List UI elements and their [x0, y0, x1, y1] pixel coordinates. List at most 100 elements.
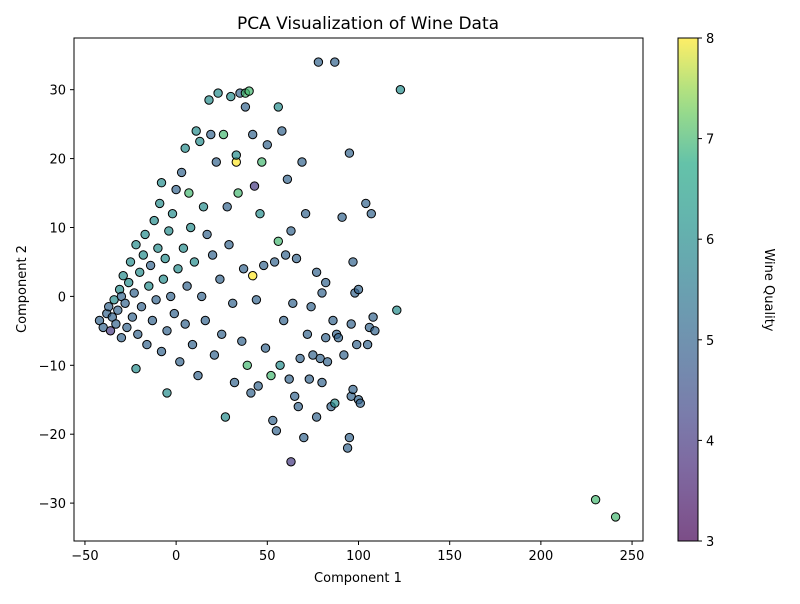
scatter-point	[311, 412, 322, 422]
scatter-point	[368, 312, 378, 322]
scatter-point	[317, 377, 327, 388]
scatter-point	[297, 157, 307, 167]
scatter-point	[158, 274, 169, 284]
scatter-point	[209, 350, 220, 360]
scatter-point	[160, 253, 170, 264]
scatter-point	[116, 333, 127, 343]
scatter-point	[233, 188, 243, 198]
scatter-point	[311, 267, 322, 277]
scatter-point	[348, 257, 358, 267]
scatter-point	[138, 250, 149, 260]
chart-title: PCA Visualization of Wine Data	[237, 14, 499, 34]
scatter-point	[255, 209, 265, 219]
scatter-point	[222, 202, 232, 212]
scatter-point	[269, 257, 280, 267]
scatter-point	[167, 209, 178, 219]
scatter-point	[144, 281, 154, 291]
scatter-point	[306, 302, 316, 312]
scatter-point	[155, 198, 165, 209]
scatter-point	[392, 305, 402, 315]
scatter-point	[370, 326, 380, 336]
scatter-point	[226, 91, 236, 102]
scatter-point	[313, 57, 324, 67]
y-tick-label: −30	[39, 497, 66, 512]
scatter-point	[286, 457, 296, 467]
scatter-point	[124, 277, 134, 288]
scatter-point	[344, 148, 355, 158]
scatter-point	[176, 167, 187, 178]
colorbar-label: Wine Quality	[761, 248, 776, 331]
scatter-point	[271, 426, 282, 436]
scatter-point	[610, 512, 621, 522]
y-axis-label: Component 2	[15, 245, 30, 333]
scatter-point	[240, 102, 251, 112]
scatter-point	[253, 381, 263, 391]
scatter-point	[211, 157, 222, 167]
axes: −50 0 50 100 150 200 250 −30 −20 −10 0 10 20 30	[39, 37, 644, 564]
scatter-point	[361, 198, 371, 209]
scatter-point	[131, 240, 141, 250]
scatter-point	[153, 243, 163, 253]
scatter-point	[220, 412, 231, 422]
scatter-point	[288, 298, 298, 308]
y-tick-label: 20	[49, 153, 66, 168]
scatter-point	[328, 315, 338, 326]
scatter-point	[122, 322, 132, 333]
scatter-point	[189, 257, 200, 267]
scatter-point	[156, 178, 167, 188]
scatter-point	[191, 126, 201, 136]
y-tick-label: 0	[58, 290, 66, 305]
scatter-point	[259, 260, 269, 271]
scatter-point	[151, 295, 161, 305]
scatter-point	[118, 271, 128, 281]
scatter-point	[293, 401, 303, 412]
colorbar-tick-label: 4	[706, 434, 714, 449]
scatter-point	[169, 308, 180, 319]
x-tick-label: 150	[437, 549, 462, 564]
scatter-point	[302, 329, 313, 339]
x-tick-label: 200	[528, 549, 553, 564]
scatter-point	[290, 391, 300, 401]
scatter-point	[200, 315, 211, 326]
colorbar-tick-label: 6	[706, 233, 714, 248]
scatter-point	[193, 370, 203, 381]
scatter-point	[242, 360, 253, 370]
scatter-point	[180, 319, 190, 329]
scatter-point	[104, 302, 114, 312]
scatter-point	[395, 85, 406, 95]
scatter-point	[140, 229, 150, 240]
scatter-point	[362, 339, 373, 350]
y-tick-label: −20	[39, 428, 66, 443]
y-tick-label: −10	[39, 359, 66, 374]
scatter-point	[299, 432, 309, 443]
scatter-point	[321, 333, 331, 343]
scatter-point	[257, 157, 267, 167]
scatter-point	[204, 95, 214, 105]
scatter-point	[182, 281, 192, 291]
scatter-point	[348, 384, 358, 395]
x-tick-label: −50	[71, 549, 98, 564]
scatter-point	[164, 226, 174, 236]
scatter-point	[129, 288, 139, 298]
scatter-point	[322, 357, 333, 367]
y-tick-label: 10	[49, 221, 66, 236]
scatter-point	[246, 388, 256, 398]
colorbar: 3 4 5 6 7 8	[677, 32, 714, 550]
scatter-points	[94, 57, 621, 522]
scatter-point	[266, 370, 276, 381]
scatter-point	[238, 264, 249, 274]
scatter-point	[260, 343, 271, 353]
scatter-point	[215, 274, 225, 284]
scatter-point	[142, 339, 152, 350]
scatter-point	[352, 339, 362, 350]
scatter-point	[175, 357, 185, 367]
scatter-point	[149, 215, 159, 226]
x-tick-label: 100	[346, 549, 371, 564]
scatter-point	[249, 181, 260, 191]
y-tick-label: 30	[49, 84, 66, 99]
scatter-point	[228, 298, 238, 308]
scatter-point	[244, 86, 254, 96]
scatter-point	[330, 57, 340, 67]
